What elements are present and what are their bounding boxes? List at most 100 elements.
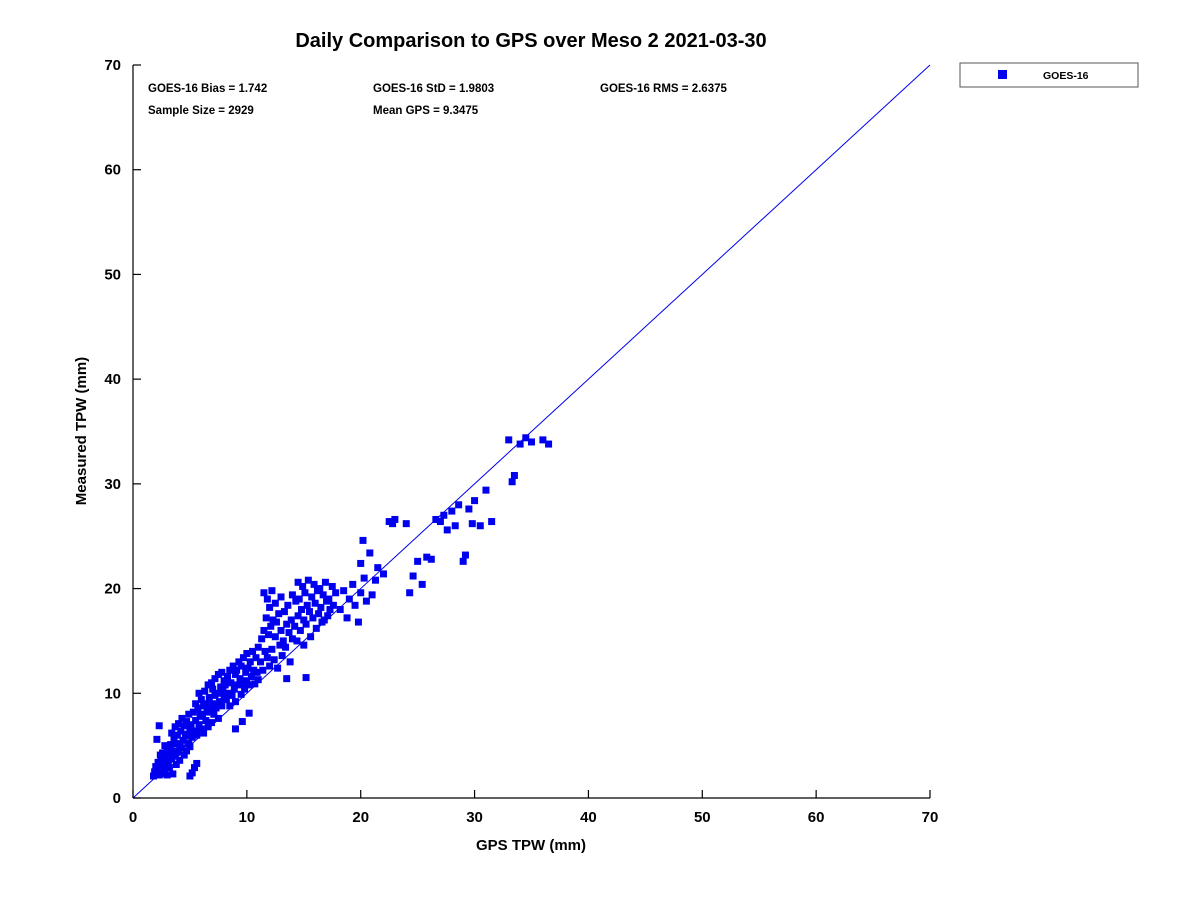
scatter-point <box>276 641 284 649</box>
scatter-point <box>163 746 171 754</box>
scatter-point <box>244 664 252 672</box>
scatter-point <box>187 721 195 729</box>
scatter-point <box>402 520 410 528</box>
scatter-point <box>178 744 186 752</box>
scatter-point <box>159 749 167 757</box>
scatter-point <box>271 633 279 641</box>
scatter-point <box>220 677 228 685</box>
scatter-point <box>366 549 374 557</box>
scatter-point <box>159 765 167 773</box>
scatter-point <box>312 624 320 632</box>
annotation-mean-gps: Mean GPS = 9.3475 <box>373 105 479 117</box>
scatter-point <box>185 710 193 718</box>
scatter-point <box>476 522 484 530</box>
scatter-point <box>285 629 293 637</box>
scatter-point <box>271 599 279 607</box>
scatter-point <box>324 612 332 620</box>
scatter-point <box>197 725 205 733</box>
scatter-point <box>280 608 288 616</box>
scatter-point <box>260 626 268 634</box>
scatter-point <box>245 709 253 717</box>
scatter-point <box>237 662 245 670</box>
scatter-point <box>200 729 208 737</box>
scatter-point <box>178 714 186 722</box>
scatter-point <box>264 631 272 639</box>
y-tick-label: 0 <box>113 790 121 807</box>
scatter-point <box>482 486 490 494</box>
scatter-point <box>354 618 362 626</box>
scatter-point <box>238 679 246 687</box>
x-tick-label: 30 <box>466 809 483 826</box>
scatter-point <box>326 606 334 614</box>
scatter-point <box>291 622 299 630</box>
scatter-point <box>204 723 212 731</box>
scatter-point <box>294 612 302 620</box>
scatter-point <box>336 606 344 614</box>
scatter-point <box>329 601 337 609</box>
scatter-point <box>283 620 291 628</box>
scatter-point <box>172 760 180 768</box>
y-tick-label: 20 <box>104 581 121 598</box>
scatter-point <box>522 434 530 442</box>
scatter-point <box>302 620 310 628</box>
scatter-point <box>328 582 336 590</box>
scatter-point <box>262 614 270 622</box>
scatter-point <box>266 603 274 611</box>
scatter-point <box>201 687 209 695</box>
scatter-point <box>247 673 255 681</box>
scatter-point <box>391 515 399 523</box>
scatter-point <box>228 691 236 699</box>
scatter-point <box>217 683 225 691</box>
scatter-point <box>190 764 198 772</box>
scatter-point <box>284 601 292 609</box>
scatter-point <box>188 733 196 741</box>
scatter-point <box>374 564 382 572</box>
scatter-point <box>510 471 518 479</box>
scatter-point <box>238 718 246 726</box>
scatter-point <box>202 700 210 708</box>
x-axis-label: GPS TPW (mm) <box>476 837 586 854</box>
legend: GOES-16 <box>959 62 1139 88</box>
scatter-point <box>488 518 496 526</box>
scatter-point <box>516 440 524 448</box>
scatter-point <box>155 722 163 730</box>
scatter-point <box>231 725 239 733</box>
scatter-point <box>286 658 294 666</box>
scatter-point <box>195 689 203 697</box>
scatter-point <box>189 708 197 716</box>
scatter-point <box>161 742 169 750</box>
scatter-point <box>153 735 161 743</box>
scatter-point <box>296 626 304 634</box>
y-tick-label: 50 <box>104 266 121 283</box>
annotation-sample-size: Sample Size = 2929 <box>148 105 254 117</box>
scatter-point <box>545 440 553 448</box>
scatter-point <box>252 654 260 662</box>
scatter-point <box>243 677 251 685</box>
scatter-point <box>258 635 266 643</box>
scatter-point <box>198 712 206 720</box>
plot-area: 0 10 20 30 40 50 60 70 0 10 20 30 40 50 60 70 <box>104 57 938 826</box>
scatter-point <box>219 687 227 695</box>
legend-box <box>959 62 1139 88</box>
annotation-rms: GOES-16 RMS = 2.6375 <box>600 83 727 95</box>
identity-line <box>132 64 931 799</box>
scatter-point <box>277 593 285 601</box>
scatter-point <box>218 702 226 710</box>
scatter-point <box>268 587 276 595</box>
scatter-point <box>197 696 205 704</box>
scatter-point <box>357 589 365 597</box>
scatter-point <box>505 436 513 444</box>
scatter-point <box>461 551 469 559</box>
scatter-point <box>316 585 324 593</box>
scatter-point <box>320 616 328 624</box>
scatter-point <box>170 735 178 743</box>
scatter-point <box>372 576 380 584</box>
scatter-point <box>294 578 302 586</box>
x-tick-label: 40 <box>580 809 597 826</box>
scatter-point <box>277 626 285 634</box>
scatter-point <box>448 507 456 515</box>
scatter-point <box>266 662 274 670</box>
scatter-point <box>301 589 309 597</box>
scatter-point <box>343 614 351 622</box>
scatter-point <box>427 555 435 563</box>
